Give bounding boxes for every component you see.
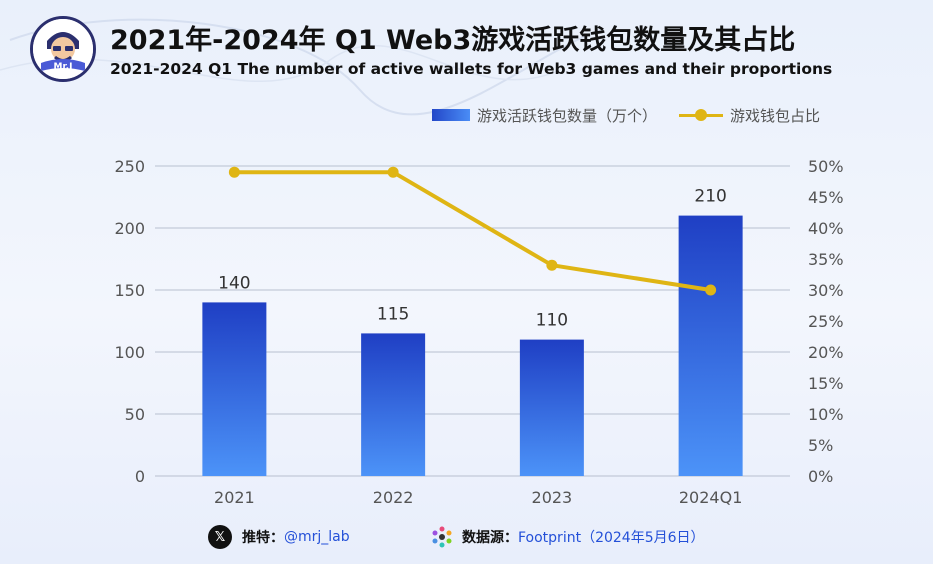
y-right-tick-label: 20% (808, 343, 844, 362)
y-right-tick-label: 35% (808, 250, 844, 269)
bar-data-label: 210 (694, 187, 726, 207)
line-point (705, 284, 717, 296)
legend-line-label: 游戏钱包占比 (730, 106, 821, 125)
bar (678, 215, 743, 476)
source-label: 数据源： (462, 530, 518, 546)
x-tick-label: 2023 (532, 488, 573, 507)
footprint-icon (432, 526, 452, 548)
y-right-tick-label: 50% (808, 157, 844, 176)
source-value[interactable]: Footprint（2024年5月6日） (518, 530, 705, 546)
x-twitter-icon: 𝕏 (208, 525, 232, 549)
line-point (228, 166, 240, 178)
bar-data-label: 115 (377, 304, 409, 324)
legend-bar-label: 游戏活跃钱包数量（万个） (477, 106, 658, 125)
y-right-tick-label: 25% (808, 312, 844, 331)
bar-data-label: 110 (536, 311, 568, 331)
y-right-tick-label: 45% (808, 188, 844, 207)
y-left-tick-label: 100 (114, 343, 145, 362)
y-right-tick-label: 15% (808, 374, 844, 393)
x-tick-label: 2024Q1 (679, 488, 743, 507)
bar (519, 339, 584, 476)
y-right-tick-label: 40% (808, 219, 844, 238)
line-series (234, 170, 711, 292)
y-right-tick-label: 5% (808, 436, 833, 455)
line-point (546, 259, 558, 271)
y-left-tick-label: 200 (114, 219, 145, 238)
bar-data-label: 140 (218, 273, 250, 293)
y-left-tick-label: 0 (135, 467, 145, 486)
chart-legend: 游戏活跃钱包数量（万个） 游戏钱包占比 (432, 104, 820, 126)
legend-bar-swatch (432, 109, 470, 121)
y-left-tick-label: 50 (125, 405, 145, 424)
y-right-tick-label: 0% (808, 467, 833, 486)
y-left-tick-label: 150 (114, 281, 145, 300)
y-right-tick-label: 30% (808, 281, 844, 300)
twitter-label: 推特： (242, 530, 284, 546)
x-tick-label: 2021 (214, 488, 255, 507)
legend-line-swatch (679, 108, 724, 122)
svg-text:Mr.J: Mr.J (54, 62, 73, 72)
footer-source: 数据源： Footprint（2024年5月6日） (430, 524, 705, 550)
bar (361, 333, 426, 476)
y-right-tick-label: 10% (808, 405, 844, 424)
page-subtitle: 2021-2024 Q1 The number of active wallet… (110, 60, 833, 78)
y-left-tick-label: 250 (114, 157, 145, 176)
bar (202, 302, 267, 476)
footer-twitter: 𝕏 推特： @mrj_lab (208, 524, 350, 550)
page-title: 2021年-2024年 Q1 Web3游戏活跃钱包数量及其占比 (110, 25, 796, 56)
twitter-handle[interactable]: @mrj_lab (284, 529, 350, 545)
line-point (387, 166, 399, 178)
brand-logo: Mr.J (30, 16, 96, 82)
x-tick-label: 2022 (373, 488, 414, 507)
